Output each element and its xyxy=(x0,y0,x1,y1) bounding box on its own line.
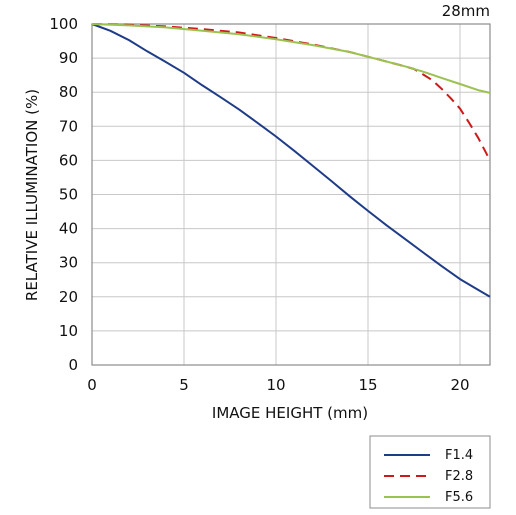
plot-frame xyxy=(91,23,491,366)
y-tick-label: 60 xyxy=(59,151,78,169)
y-tick-label: 30 xyxy=(59,254,78,272)
y-tick-label: 40 xyxy=(59,220,78,238)
series-line-f14 xyxy=(91,23,491,298)
legend-label: F2.8 xyxy=(445,469,473,484)
x-tick-label: 20 xyxy=(450,376,469,394)
y-tick-label: 50 xyxy=(59,186,78,204)
y-axis-title: RELATIVE ILLUMINATION (%) xyxy=(23,89,41,301)
x-tick-label: 0 xyxy=(87,376,97,394)
x-axis-title: IMAGE HEIGHT (mm) xyxy=(212,404,368,422)
legend-items: F1.4 F2.8 F5.6 xyxy=(384,448,473,505)
y-tick-label: 10 xyxy=(59,322,78,340)
series-line-f28 xyxy=(91,23,491,161)
series-line-f56 xyxy=(91,23,491,94)
x-tick-labels: 0 5 10 15 20 xyxy=(87,376,469,394)
grid xyxy=(92,24,490,365)
y-tick-label: 80 xyxy=(59,83,78,101)
legend: F1.4 F2.8 F5.6 xyxy=(369,435,491,509)
x-tick-label: 10 xyxy=(266,376,285,394)
y-tick-label: 70 xyxy=(59,117,78,135)
y-tick-label: 20 xyxy=(59,288,78,306)
legend-label: F1.4 xyxy=(445,448,473,463)
y-tick-labels: 0 10 20 30 40 50 60 70 80 90 100 xyxy=(49,15,78,374)
y-tick-label: 0 xyxy=(68,356,78,374)
x-tick-label: 15 xyxy=(358,376,377,394)
y-tick-label: 90 xyxy=(59,49,78,67)
series-lines xyxy=(91,23,491,298)
y-tick-label: 100 xyxy=(49,15,78,33)
legend-label: F5.6 xyxy=(445,490,473,505)
chart-title: 28mm xyxy=(442,2,490,20)
x-tick-label: 5 xyxy=(179,376,189,394)
